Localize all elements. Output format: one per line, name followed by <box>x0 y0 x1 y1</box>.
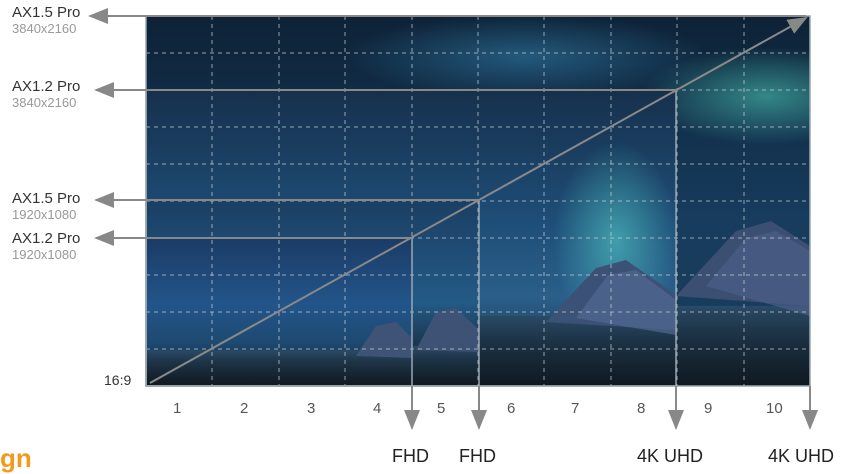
label-model: AX1.5 Pro <box>12 190 81 207</box>
grid-horizontal-lines <box>146 52 810 350</box>
x-tick: 6 <box>507 400 516 417</box>
mountain-peak-right <box>676 221 810 316</box>
brand-logo-fragment: gn <box>0 443 32 473</box>
x-tick: 7 <box>571 400 580 417</box>
x-tick: 1 <box>173 400 182 417</box>
label-resolution: 1920x1080 <box>12 207 77 222</box>
label-model: AX1.2 Pro <box>12 230 81 247</box>
bottom-label-4kuhd-2: 4K UHD <box>768 446 835 466</box>
bottom-label-fhd-1: FHD <box>392 446 429 466</box>
label-resolution: 3840x2160 <box>12 21 77 36</box>
label-group-4: AX1.2 Pro 1920x1080 <box>12 230 80 262</box>
label-group-2: AX1.2 Pro 3840x2160 <box>12 78 80 110</box>
bottom-label-4kuhd-1: 4K UHD <box>637 446 704 466</box>
x-tick: 3 <box>307 400 316 417</box>
x-tick: 4 <box>373 400 382 417</box>
label-model: AX1.5 Pro <box>12 4 81 21</box>
aspect-ratio-label: 16:9 <box>104 372 132 388</box>
label-resolution: 3840x2160 <box>12 95 77 110</box>
label-group-3: AX1.5 Pro 1920x1080 <box>12 190 80 222</box>
label-model: AX1.2 Pro <box>12 78 81 95</box>
mountain-peak-small <box>416 308 479 352</box>
bottom-label-arrows <box>404 386 818 430</box>
x-tick: 9 <box>704 400 713 417</box>
bottom-label-fhd-2: FHD <box>459 446 496 466</box>
label-group-1: AX1.5 Pro 3840x2160 <box>12 4 80 36</box>
x-tick: 5 <box>437 400 446 417</box>
x-tick: 2 <box>240 400 249 417</box>
x-tick: 8 <box>637 400 646 417</box>
x-tick: 10 <box>766 400 783 417</box>
label-resolution: 1920x1080 <box>12 247 77 262</box>
left-label-arrows <box>88 8 806 246</box>
